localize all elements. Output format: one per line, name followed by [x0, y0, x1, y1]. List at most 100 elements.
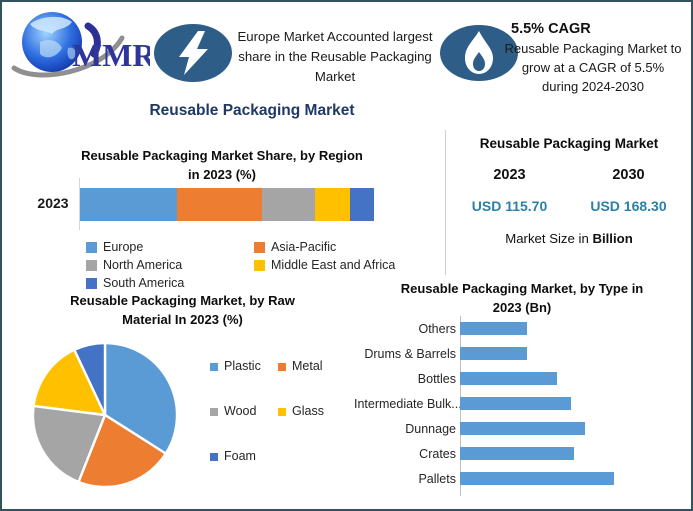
pie-slice-wood	[31, 404, 107, 484]
type-label-drums-barrels: Drums & Barrels	[364, 346, 456, 361]
pie-chart-title: Reusable Packaging Market, by Raw Materi…	[20, 292, 345, 330]
stats-caption: Market Size in Billion	[450, 231, 688, 246]
mmr-logo: MMR	[11, 12, 150, 78]
stats-year-2023: 2023	[493, 167, 526, 183]
legend-item-europe: Europe	[86, 239, 254, 256]
type-chart-title-line1: Reusable Packaging Market, by Type in	[400, 281, 644, 296]
type-bar-intermediate-bulk	[460, 397, 571, 410]
legend-item-south-america: South America	[86, 275, 254, 292]
stats-value-2030: USD 168.30	[590, 198, 667, 214]
legend-item-glass: Glass	[278, 403, 324, 420]
type-track-intermediate-bulk	[460, 397, 688, 410]
legend-marker-plastic	[210, 362, 218, 371]
legend-label-glass: Glass	[292, 404, 324, 418]
legend-label-wood: Wood	[224, 404, 257, 418]
cagr-line3: during 2024-2030	[542, 78, 644, 94]
region-segment-middle-east-and-africa	[315, 188, 351, 221]
legend-marker-glass	[278, 407, 286, 416]
type-track-drums-barrels	[460, 347, 688, 360]
left-callout-text: Europe Market Accounted largest share in…	[237, 29, 433, 84]
type-label-dunnage: Dunnage	[405, 421, 456, 436]
type-bar-pallets	[460, 472, 614, 485]
region-stacked-bar	[80, 188, 374, 221]
stats-panel-title: Reusable Packaging Market	[479, 136, 659, 151]
legend-marker-europe	[86, 242, 97, 253]
region-chart-title-line1: Reusable Packaging Market Share, by Regi…	[81, 148, 363, 163]
type-row-pallets: Pallets	[354, 466, 688, 491]
type-track-crates	[460, 447, 688, 460]
pie-slice-metal	[77, 413, 167, 489]
type-track-others	[460, 322, 688, 335]
legend-label-metal: Metal	[292, 359, 323, 373]
legend-item-wood: Wood	[210, 403, 278, 420]
region-segment-europe	[80, 188, 178, 221]
type-row-others: Others	[354, 316, 688, 341]
type-row-crates: Crates	[354, 441, 688, 466]
stats-value-2023: USD 115.70	[471, 198, 548, 214]
stats-caption-unit: Billion	[592, 231, 633, 246]
region-chart-title-line2: in 2023 (%)	[188, 166, 256, 182]
legend-marker-middle-east-and-africa	[254, 260, 265, 271]
legend-item-middle-east-and-africa: Middle East and Africa	[254, 257, 395, 274]
type-row-bottles: Bottles	[354, 366, 688, 391]
right-callout: 5.5% CAGR Reusable Packaging Market to g…	[497, 19, 689, 97]
logo-text: MMR	[72, 37, 150, 73]
pie-legend: Plastic Metal Wood Glass Foam	[210, 358, 324, 465]
legend-marker-south-america	[86, 278, 97, 289]
type-chart-title-line2: 2023 (Bn)	[492, 299, 552, 315]
globe-icon	[11, 12, 125, 78]
legend-marker-foam	[210, 452, 218, 461]
type-bar-bottles	[460, 372, 557, 385]
type-label-intermediate-bulk: Intermediate Bulk...	[354, 396, 460, 411]
type-bar-dunnage	[460, 422, 586, 435]
type-label-bottles: Bottles	[417, 371, 456, 386]
region-axis-label: 2023	[37, 195, 69, 211]
legend-label-plastic: Plastic	[224, 359, 261, 373]
pie-chart-title-line2: Material In 2023 (%)	[122, 311, 243, 327]
stats-years-row: 2023 2030	[450, 167, 688, 183]
stats-caption-prefix: Market Size in	[505, 231, 593, 246]
stats-year-2030: 2030	[612, 167, 645, 183]
legend-item-foam: Foam	[210, 448, 278, 465]
legend-item-north-america: North America	[86, 257, 254, 274]
legend-item-plastic: Plastic	[210, 358, 278, 375]
type-row-drums-barrels: Drums & Barrels	[354, 341, 688, 366]
legend-label-north-america: North America	[103, 258, 183, 272]
page-title: Reusable Packaging Market	[149, 102, 355, 119]
type-label-others: Others	[418, 321, 456, 336]
legend-item-asia-pacific: Asia-Pacific	[254, 239, 395, 256]
region-axis-line	[79, 178, 80, 230]
legend-label-asia-pacific: Asia-Pacific	[271, 240, 337, 254]
raw-material-pie	[31, 341, 179, 489]
type-bar-crates	[460, 447, 574, 460]
stats-panel-divider	[445, 130, 446, 275]
type-bar-others	[460, 322, 528, 335]
type-track-dunnage	[460, 422, 688, 435]
legend-label-south-america: South America	[103, 276, 185, 290]
pie-chart-title-line1: Reusable Packaging Market, by Raw	[70, 293, 295, 308]
legend-marker-north-america	[86, 260, 97, 271]
legend-marker-metal	[278, 362, 286, 371]
stats-values-row: USD 115.70 USD 168.30	[450, 198, 688, 214]
region-segment-south-america	[350, 188, 374, 221]
type-bar-drums-barrels	[460, 347, 528, 360]
type-track-pallets	[460, 472, 688, 485]
type-bar-chart: Others Drums & Barrels Bottles Intermediate…	[354, 316, 688, 491]
legend-marker-wood	[210, 407, 218, 416]
pie-slice-foam	[73, 341, 107, 417]
type-row-dunnage: Dunnage	[354, 416, 688, 441]
type-row-intermediate-bulk: Intermediate Bulk...	[354, 391, 688, 416]
cagr-heading: 5.5% CAGR	[511, 21, 591, 37]
legend-label-foam: Foam	[224, 449, 256, 463]
legend-marker-asia-pacific	[254, 242, 265, 253]
lightning-icon	[154, 24, 232, 82]
type-label-crates: Crates	[419, 446, 456, 461]
type-label-pallets: Pallets	[418, 471, 456, 486]
type-track-bottles	[460, 372, 688, 385]
region-segment-north-america	[262, 188, 316, 221]
region-chart-title: Reusable Packaging Market Share, by Regi…	[52, 147, 392, 185]
legend-label-middle-east-and-africa: Middle East and Africa	[271, 258, 396, 272]
cagr-line2: grow at a CAGR of 5.5%	[521, 59, 665, 75]
legend-item-metal: Metal	[278, 358, 324, 375]
